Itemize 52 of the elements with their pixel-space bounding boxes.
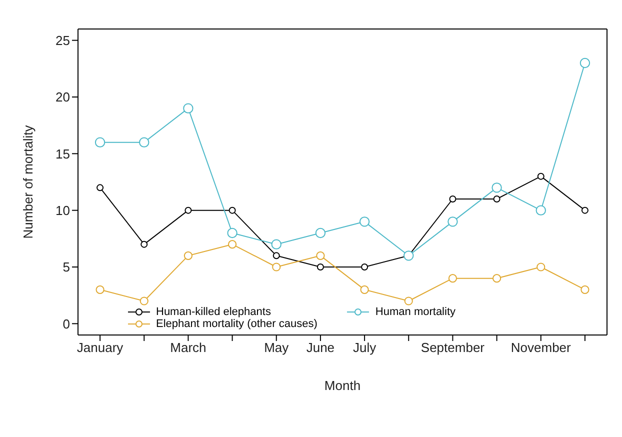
point: [316, 251, 325, 260]
point: [315, 228, 326, 238]
x-tick-label: June: [306, 340, 335, 356]
legend-label: Elephant mortality (other causes): [156, 318, 318, 330]
legend-label: Human-killed elephants: [156, 306, 271, 318]
point: [140, 296, 148, 306]
point: [184, 206, 192, 214]
point: [184, 251, 193, 260]
point: [227, 228, 238, 238]
point: [493, 196, 500, 202]
x-tick-label: January: [76, 340, 124, 356]
legend-label: Human mortality: [375, 306, 456, 318]
point: [404, 296, 413, 306]
point: [361, 264, 368, 270]
point: [449, 196, 456, 202]
point: [580, 285, 590, 294]
y-axis-title: Number of mortality: [20, 124, 36, 239]
point: [359, 216, 370, 227]
point: [448, 274, 458, 283]
point: [140, 240, 148, 248]
x-tick-label: November: [510, 340, 572, 356]
x-tick-label: September: [420, 340, 486, 356]
x-tick-label: May: [264, 340, 290, 356]
point: [271, 239, 282, 250]
point: [96, 184, 104, 192]
point: [360, 285, 369, 294]
point: [448, 216, 458, 227]
point: [96, 285, 104, 294]
point: [183, 103, 194, 114]
point: [581, 206, 588, 214]
point: [228, 206, 236, 214]
y-tick-label: 5: [62, 260, 70, 275]
x-axis-title: Month: [324, 378, 361, 393]
point: [139, 137, 150, 148]
point: [537, 172, 544, 180]
y-tick-label: 15: [56, 146, 70, 162]
point: [272, 252, 280, 260]
point: [316, 264, 324, 270]
point: [580, 58, 590, 68]
point: [228, 240, 237, 249]
x-tick-label: March: [170, 340, 206, 356]
y-tick-label: 20: [56, 90, 70, 105]
y-tick-label: 25: [56, 32, 70, 48]
y-tick-label: 10: [56, 202, 70, 218]
x-tick-label: July: [352, 340, 377, 356]
y-tick-label: 0: [62, 316, 70, 332]
point: [492, 182, 502, 193]
point: [272, 262, 281, 272]
point: [492, 274, 502, 283]
point: [536, 262, 546, 272]
point: [536, 205, 546, 216]
point: [94, 137, 106, 148]
